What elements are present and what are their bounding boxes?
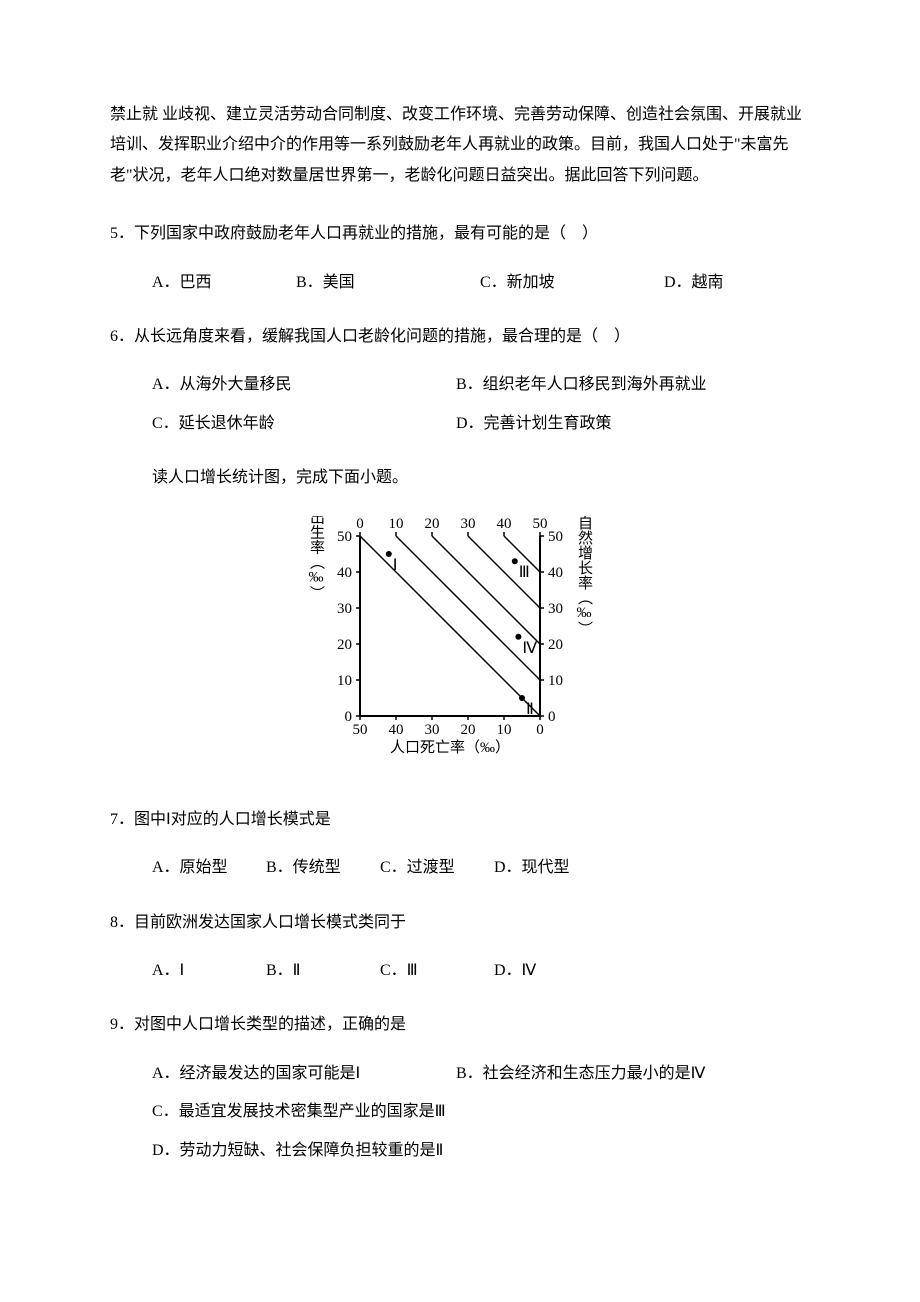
- q8-stem: 8．目前欧洲发达国家人口增长模式类同于: [110, 908, 810, 938]
- svg-text:0: 0: [548, 709, 556, 725]
- svg-text:10: 10: [548, 673, 563, 689]
- q6-opt-d: D．完善计划生育政策: [456, 409, 612, 439]
- svg-text:20: 20: [337, 637, 352, 653]
- q6-row1: A．从海外大量移民 B．组织老年人口移民到海外再就业: [152, 370, 810, 400]
- svg-text:40: 40: [548, 565, 563, 581]
- q7-stem: 7．图中Ⅰ对应的人口增长模式是: [110, 805, 810, 835]
- intro-paragraph: 禁止就 业歧视、建立灵活劳动合同制度、改变工作环境、完善劳动保障、创造社会氛围、…: [110, 100, 810, 191]
- q5-stem: 5．下列国家中政府鼓励老年人口再就业的措施，最有可能的是（ ）: [110, 219, 810, 249]
- q5-opt-b: B．美国: [296, 268, 476, 298]
- q9-opt-d: D．劳动力短缺、社会保障负担较重的是Ⅱ: [152, 1136, 810, 1166]
- q8-options: A．Ⅰ B．Ⅱ C．Ⅲ D．Ⅳ: [152, 956, 810, 986]
- svg-text:20: 20: [425, 516, 440, 532]
- q7-opt-b: B．传统型: [266, 853, 376, 883]
- svg-text:Ⅱ: Ⅱ: [526, 701, 534, 718]
- svg-text:50: 50: [548, 529, 563, 545]
- q8-opt-d: D．Ⅳ: [494, 956, 604, 986]
- q6-stem: 6．从长远角度来看，缓解我国人口老龄化问题的措施，最合理的是（ ）: [110, 322, 810, 352]
- q5-options: A．巴西 B．美国 C．新加坡 D．越南: [152, 268, 810, 298]
- svg-text:30: 30: [337, 601, 352, 617]
- q5-opt-c: C．新加坡: [480, 268, 660, 298]
- svg-text:10: 10: [497, 722, 512, 738]
- svg-text:50: 50: [533, 516, 548, 532]
- svg-text:人口死亡率（‰）: 人口死亡率（‰）: [390, 739, 510, 756]
- chart-intro: 读人口增长统计图，完成下面小题。: [152, 463, 810, 493]
- svg-text:30: 30: [548, 601, 563, 617]
- q7-opt-c: C．过渡型: [380, 853, 490, 883]
- chart-svg: 0102030405001020304050010203040505040302…: [290, 516, 630, 766]
- q6-opt-a: A．从海外大量移民: [152, 370, 452, 400]
- q7-opt-d: D．现代型: [494, 853, 604, 883]
- svg-text:Ⅰ: Ⅰ: [393, 557, 398, 574]
- q7-options: A．原始型 B．传统型 C．过渡型 D．现代型: [152, 853, 810, 883]
- svg-text:30: 30: [425, 722, 440, 738]
- svg-text:10: 10: [337, 673, 352, 689]
- svg-text:Ⅲ: Ⅲ: [519, 564, 530, 581]
- q9-stem: 9．对图中人口增长类型的描述，正确的是: [110, 1010, 810, 1040]
- q6-row2: C．延长退休年龄 D．完善计划生育政策: [152, 409, 810, 439]
- svg-text:40: 40: [337, 565, 352, 581]
- q8-opt-c: C．Ⅲ: [380, 956, 490, 986]
- q8-opt-a: A．Ⅰ: [152, 956, 262, 986]
- q9-row1: A．经济最发达的国家可能是Ⅰ B．社会经济和生态压力最小的是Ⅳ: [152, 1059, 810, 1089]
- svg-text:50: 50: [353, 722, 368, 738]
- svg-text:40: 40: [389, 722, 404, 738]
- svg-text:20: 20: [461, 722, 476, 738]
- svg-text:10: 10: [389, 516, 404, 532]
- svg-text:0: 0: [356, 516, 364, 532]
- q8-opt-b: B．Ⅱ: [266, 956, 376, 986]
- q5-opt-d: D．越南: [664, 268, 804, 298]
- q6-opt-c: C．延长退休年龄: [152, 409, 452, 439]
- svg-text:Ⅳ: Ⅳ: [522, 639, 537, 656]
- q9-opt-a: A．经济最发达的国家可能是Ⅰ: [152, 1059, 452, 1089]
- svg-text:40: 40: [497, 516, 512, 532]
- q7-opt-a: A．原始型: [152, 853, 262, 883]
- population-chart: 0102030405001020304050010203040505040302…: [110, 516, 810, 777]
- q6-opt-b: B．组织老年人口移民到海外再就业: [456, 370, 707, 400]
- svg-text:30: 30: [461, 516, 476, 532]
- svg-text:0: 0: [345, 709, 353, 725]
- svg-text:50: 50: [337, 529, 352, 545]
- svg-text:0: 0: [536, 722, 544, 738]
- q5-opt-a: A．巴西: [152, 268, 292, 298]
- svg-text:20: 20: [548, 637, 563, 653]
- svg-text:年平均人口自然增长率（‰）: 年平均人口自然增长率（‰）: [576, 516, 593, 636]
- q9-opt-b: B．社会经济和生态压力最小的是Ⅳ: [456, 1059, 705, 1089]
- q9-opt-c: C．最适宜发展技术密集型产业的国家是Ⅲ: [152, 1097, 810, 1127]
- svg-text:人口出生率（‰）: 人口出生率（‰）: [308, 516, 325, 601]
